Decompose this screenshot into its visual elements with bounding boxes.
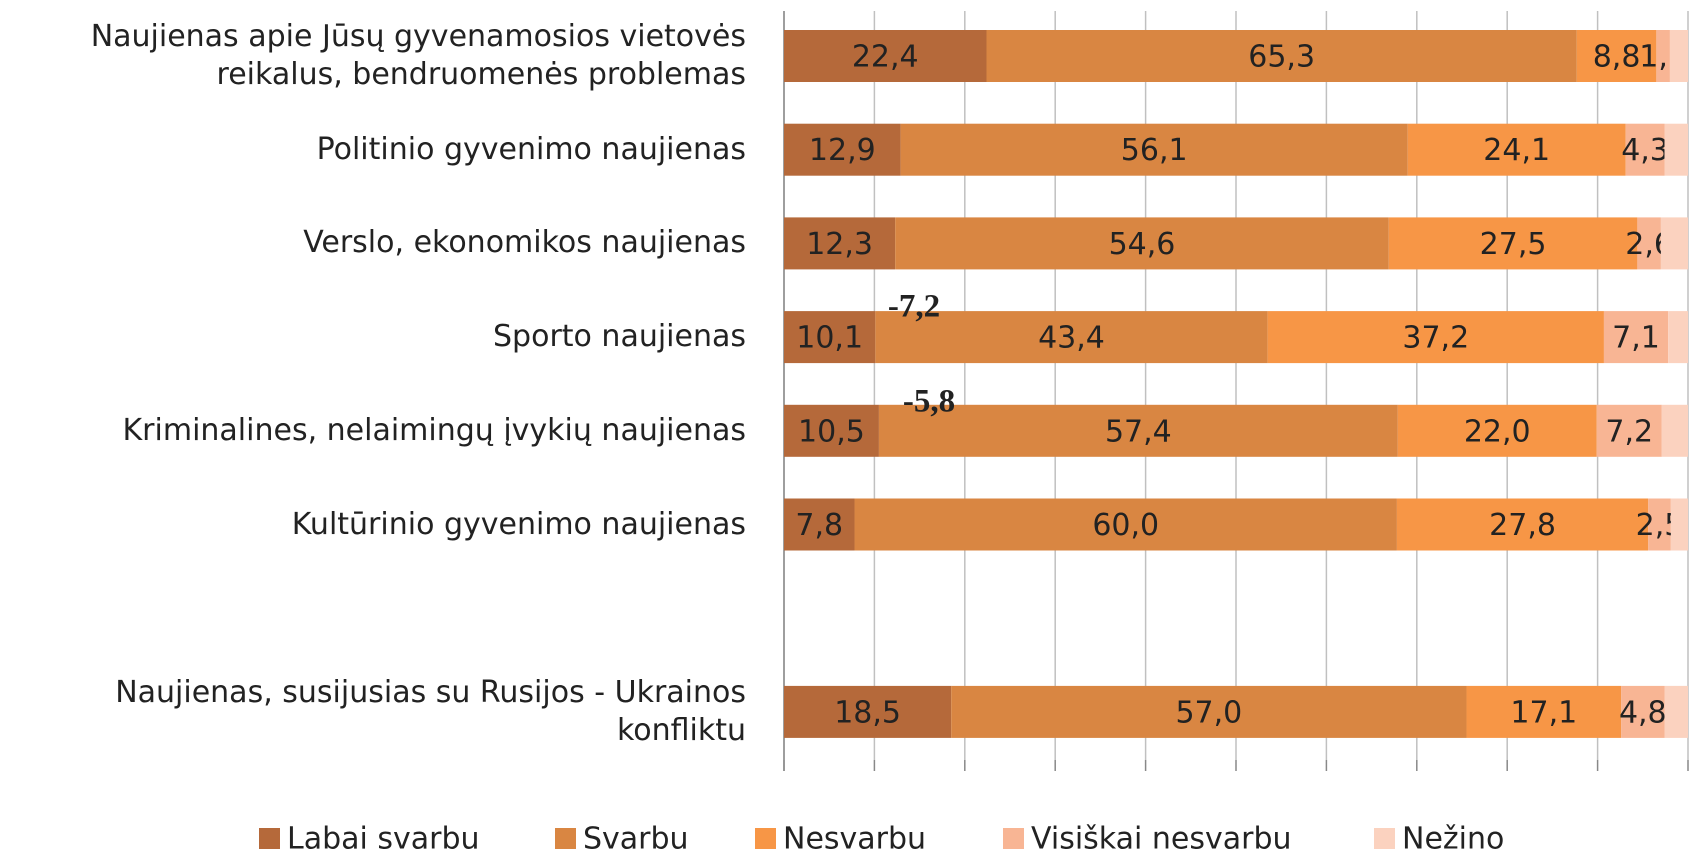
- data-label: 22,4: [852, 40, 919, 75]
- bar-segment: [1397, 404, 1597, 457]
- data-label: 27,5: [1480, 227, 1547, 262]
- data-label: 27,8: [1489, 508, 1556, 543]
- bar-segment: [1664, 123, 1688, 176]
- data-label: 24,1: [1483, 133, 1550, 168]
- bar-segment: [878, 404, 1398, 457]
- bar-segment: [1267, 311, 1604, 364]
- bar-segment: [1576, 30, 1657, 82]
- data-label: 10,5: [798, 414, 865, 449]
- legend-swatch: [259, 828, 280, 849]
- data-label: 60,0: [1092, 508, 1159, 543]
- legend-label: Labai svarbu: [287, 822, 480, 857]
- bar-segment: [1407, 123, 1626, 176]
- data-label: 12,9: [809, 133, 876, 168]
- bar-segment: [1660, 217, 1688, 270]
- legend-label: Visiškai nesvarbu: [1031, 822, 1292, 857]
- legend-label: Svarbu: [583, 822, 689, 857]
- bar-segment: [1664, 685, 1688, 738]
- data-label: 7,8: [795, 508, 843, 543]
- category-label: Naujienas apie Jūsų gyvenamosios vietovė…: [90, 19, 746, 92]
- category-label: Verslo, ekonomikos naujienas: [303, 225, 746, 261]
- bar-segment: [1396, 498, 1649, 551]
- annotation: -7,2: [888, 289, 940, 325]
- bar-segment: [875, 311, 1268, 364]
- category-label: Politinio gyvenimo naujienas: [316, 131, 746, 167]
- data-label: 10,1: [796, 321, 863, 356]
- bar-segment: [1621, 685, 1665, 738]
- bar-segment: [1637, 217, 1661, 270]
- data-label: 57,0: [1175, 695, 1242, 730]
- bar-segment: [784, 311, 876, 364]
- bar-segment: [1625, 123, 1665, 176]
- category-label: Naujienas, susijusias su Rusijos - Ukrai…: [115, 674, 746, 748]
- bar-segment: [951, 685, 1467, 738]
- data-label: 4,8: [1619, 695, 1667, 730]
- bar-segment: [784, 498, 855, 551]
- legend-label: Nesvarbu: [783, 822, 926, 857]
- data-label: 8,8: [1593, 40, 1641, 75]
- bar-segment: [1388, 217, 1638, 270]
- bar-segment: [1656, 30, 1670, 82]
- data-label: 18,5: [834, 695, 901, 730]
- bar-segment: [854, 498, 1397, 551]
- data-label: 56,1: [1121, 133, 1188, 168]
- data-label: 7,2: [1605, 414, 1653, 449]
- legend-swatch: [1003, 828, 1024, 849]
- data-label: 57,4: [1105, 414, 1172, 449]
- legend-swatch: [555, 828, 576, 849]
- data-label: 12,3: [806, 227, 873, 262]
- category-label: Kultūrinio gyvenimo naujienas: [291, 506, 746, 542]
- bar-segment: [900, 123, 1408, 176]
- data-label: 54,6: [1109, 227, 1176, 262]
- bar-segment: [784, 217, 896, 270]
- bar-segment: [1669, 30, 1688, 82]
- data-label: 7,1: [1612, 321, 1660, 356]
- category-label: Sporto naujienas: [493, 319, 746, 355]
- bar-segment: [1668, 311, 1688, 364]
- bar-segment: [1670, 498, 1688, 551]
- bar-segment: [1603, 311, 1669, 364]
- category-label: Kriminalines, nelaimingų įvykių naujiena…: [122, 412, 747, 448]
- legend-swatch: [755, 828, 776, 849]
- bar-segment: [784, 404, 879, 457]
- bar-segment: [1648, 498, 1671, 551]
- data-label: 37,2: [1402, 321, 1469, 356]
- bar-segment: [1466, 685, 1622, 738]
- bar-segment: [895, 217, 1389, 270]
- bar-segment: [784, 123, 901, 176]
- bar-segment: [784, 685, 952, 738]
- annotation: -5,8: [903, 384, 955, 420]
- legend-label: Nežino: [1402, 822, 1504, 857]
- bar-segment: [1596, 404, 1662, 457]
- legend-swatch: [1374, 828, 1395, 849]
- data-label: 17,1: [1510, 695, 1577, 730]
- data-label: 4,3: [1621, 133, 1669, 168]
- bar-segment: [784, 30, 987, 82]
- data-label: 22,0: [1464, 414, 1531, 449]
- bar-segment: [1661, 404, 1688, 457]
- data-label: 43,4: [1038, 321, 1105, 356]
- data-label: 65,3: [1248, 40, 1315, 75]
- bar-segment: [986, 30, 1577, 82]
